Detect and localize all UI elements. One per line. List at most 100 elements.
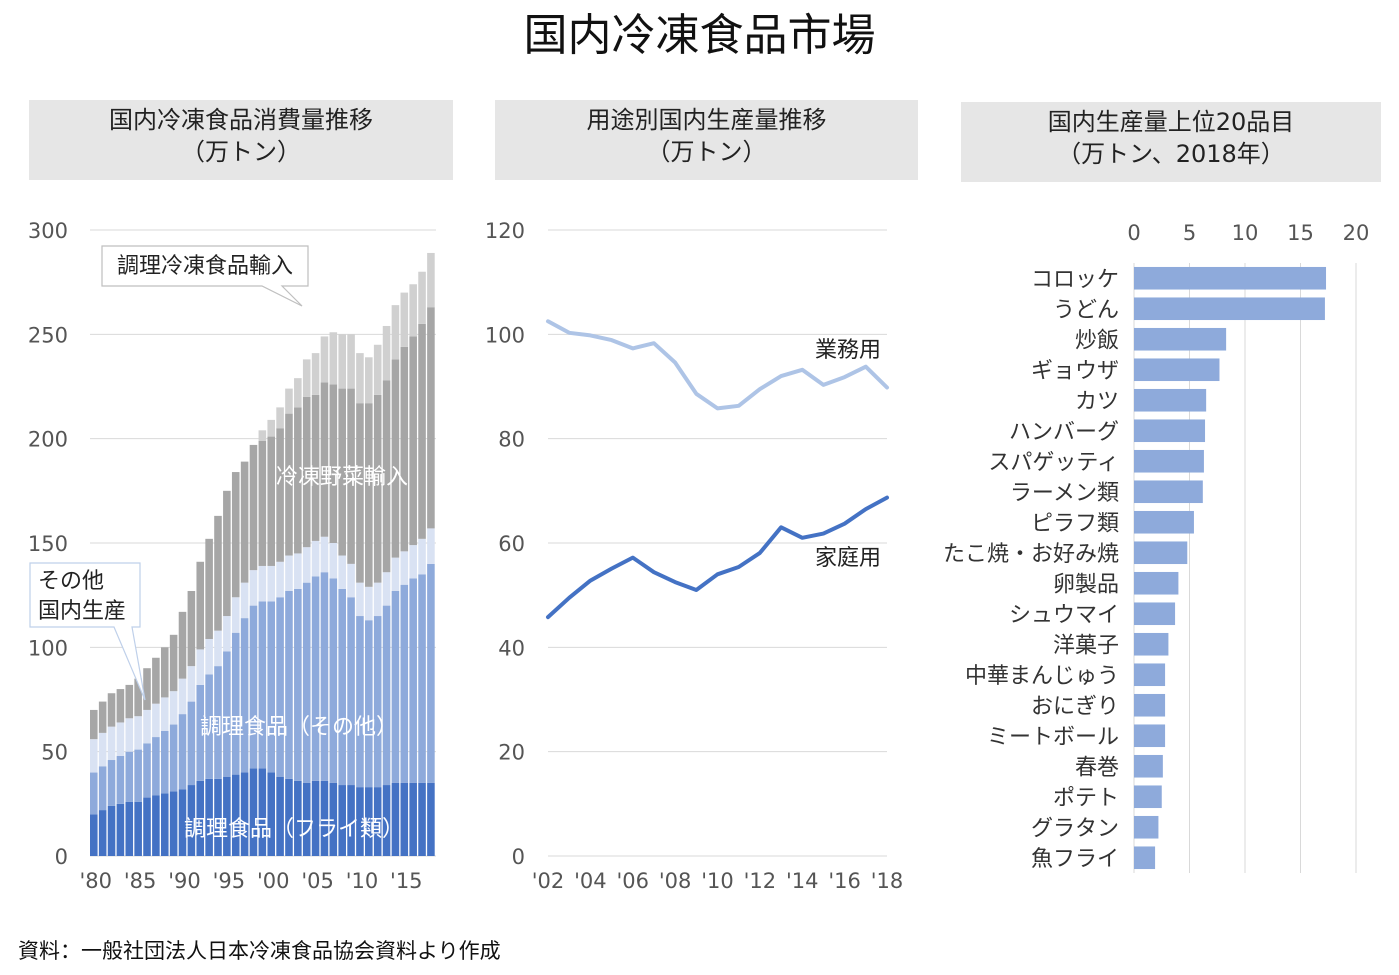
bar-segment-fry: [90, 814, 98, 856]
bar-segment-veg_import: [418, 323, 426, 539]
y-tick-label: 0: [512, 845, 525, 869]
bar-segment-veg_import: [90, 709, 98, 740]
bar-segment-veg_import: [294, 407, 302, 554]
ranking-bar: [1134, 541, 1188, 565]
bar-segment-other_domestic: [143, 709, 151, 744]
bar-segment-veg_import: [391, 359, 400, 558]
bar-segment-other_cooked: [240, 618, 249, 773]
bar-segment-other_domestic: [409, 545, 417, 579]
chart1-title-line1: 国内冷凍食品消費量推移: [109, 106, 373, 134]
chart1-title: 国内冷凍食品消費量推移 （万トン）: [29, 100, 453, 180]
bar-segment-other_cooked: [365, 620, 373, 788]
bar-segment-fry: [160, 793, 169, 856]
bar-segment-other_cooked: [382, 605, 391, 786]
bar-segment-fry: [338, 785, 346, 856]
bar-segment-other_cooked: [409, 578, 417, 783]
bar-segment-fry: [152, 795, 160, 856]
bar-segment-other_cooked: [125, 751, 134, 802]
bar-segment-other_domestic: [356, 582, 364, 617]
bar-segment-other_cooked: [267, 601, 276, 773]
bar-segment-fry: [302, 782, 311, 856]
bar-segment-fry: [409, 782, 417, 856]
bar-segment-fry: [187, 785, 196, 856]
bar-segment-other_cooked: [90, 772, 98, 815]
bar-segment-other_cooked: [294, 588, 302, 781]
bar-segment-fry: [418, 782, 426, 856]
bar-segment-veg_import: [373, 394, 382, 583]
ranking-category-label: おにぎり: [1031, 694, 1119, 719]
bar-segment-veg_import: [178, 611, 187, 679]
bar-segment-veg_import: [143, 668, 151, 710]
bar-segment-veg_import: [98, 701, 107, 733]
bar-segment-other_domestic: [258, 565, 267, 602]
bar-segment-fry: [400, 782, 409, 856]
y-tick-label: 120: [485, 219, 525, 243]
ranking-bar: [1134, 297, 1325, 321]
ranking-bar: [1134, 693, 1166, 717]
bar-segment-cooked_import: [338, 334, 346, 389]
x-tick-label: '00: [257, 869, 290, 893]
chart1-title-line2: （万トン）: [181, 138, 301, 166]
y-tick-label: 0: [55, 845, 68, 869]
annotation-box-other-domestic: [29, 562, 146, 701]
bar-segment-other_domestic: [329, 543, 338, 579]
bar-segment-other_cooked: [223, 651, 231, 777]
ranking-category-label: コロッケ: [1031, 267, 1119, 292]
ranking-bar: [1134, 785, 1162, 809]
ranking-bar: [1134, 602, 1176, 626]
y-tick-label: 150: [28, 532, 68, 556]
bar-segment-fry: [276, 776, 284, 856]
ranking-category-label: 中華まんじゅう: [965, 664, 1119, 689]
bar-segment-veg_import: [320, 382, 329, 537]
bar-segment-fry: [285, 778, 293, 856]
ranking-bar: [1134, 815, 1159, 839]
bar-segment-cooked_import: [418, 271, 426, 324]
series-line-business: [546, 319, 889, 411]
ranking-bar: [1134, 419, 1206, 443]
bar-segment-cooked_import: [267, 419, 276, 437]
x-tick-label: 5: [1183, 221, 1196, 245]
bar-segment-other_domestic: [373, 582, 382, 617]
bar-segment-other_domestic: [152, 703, 160, 738]
ranking-category-label: ポテト: [1053, 786, 1119, 811]
bar-segment-other_cooked: [160, 730, 169, 794]
series-line-household: [546, 495, 889, 620]
consumption-stacked-bar-chart: 0 50 100 150 200 250 300 '80 '85 '90 '95 '00 '05 '10 '…: [28, 219, 436, 893]
bar-segment-cooked_import: [294, 378, 302, 408]
bar-segment-other_cooked: [373, 616, 382, 788]
x-tick-label: '02: [532, 869, 565, 893]
bar-segment-other_cooked: [320, 572, 329, 781]
bar-segment-other_domestic: [125, 718, 134, 752]
bar-segment-other_cooked: [427, 563, 435, 783]
bar-segment-fry: [294, 780, 302, 856]
y-tick-label: 60: [498, 532, 525, 556]
bar-segment-veg_import: [240, 461, 249, 583]
bar-segment-veg_import: [409, 336, 417, 546]
ranking-category-label: うどん: [1053, 298, 1119, 323]
ranking-bar: [1134, 480, 1203, 504]
bar-segment-fry: [134, 801, 142, 856]
bar-segment-fry: [178, 789, 187, 856]
chart2-title: 用途別国内生産量推移 （万トン）: [495, 100, 918, 180]
ranking-bar: [1134, 327, 1227, 351]
bar-segment-other_cooked: [196, 684, 205, 781]
ranking-category-label: たこ焼・お好み焼: [943, 542, 1119, 567]
x-tick-label: 0: [1127, 221, 1140, 245]
bar-segment-fry: [214, 778, 222, 856]
bar-segment-other_cooked: [143, 743, 151, 798]
x-tick-label: '80: [80, 869, 113, 893]
bar-segment-other_domestic: [338, 555, 346, 589]
ranking-bar: [1134, 510, 1194, 534]
bar-segment-other_domestic: [382, 572, 391, 606]
bar-segment-other_domestic: [240, 582, 249, 619]
x-tick-label: '08: [659, 869, 692, 893]
bar-segment-other_domestic: [178, 678, 187, 715]
bar-segment-veg_import: [427, 307, 435, 529]
bar-segment-veg_import: [347, 388, 355, 564]
bar-segment-fry: [169, 791, 178, 856]
x-tick-label: '15: [390, 869, 423, 893]
bar-segment-other_domestic: [134, 716, 142, 750]
ranking-bar: [1134, 449, 1204, 473]
x-tick-label: '10: [701, 869, 734, 893]
bar-segment-veg_import: [285, 413, 293, 556]
